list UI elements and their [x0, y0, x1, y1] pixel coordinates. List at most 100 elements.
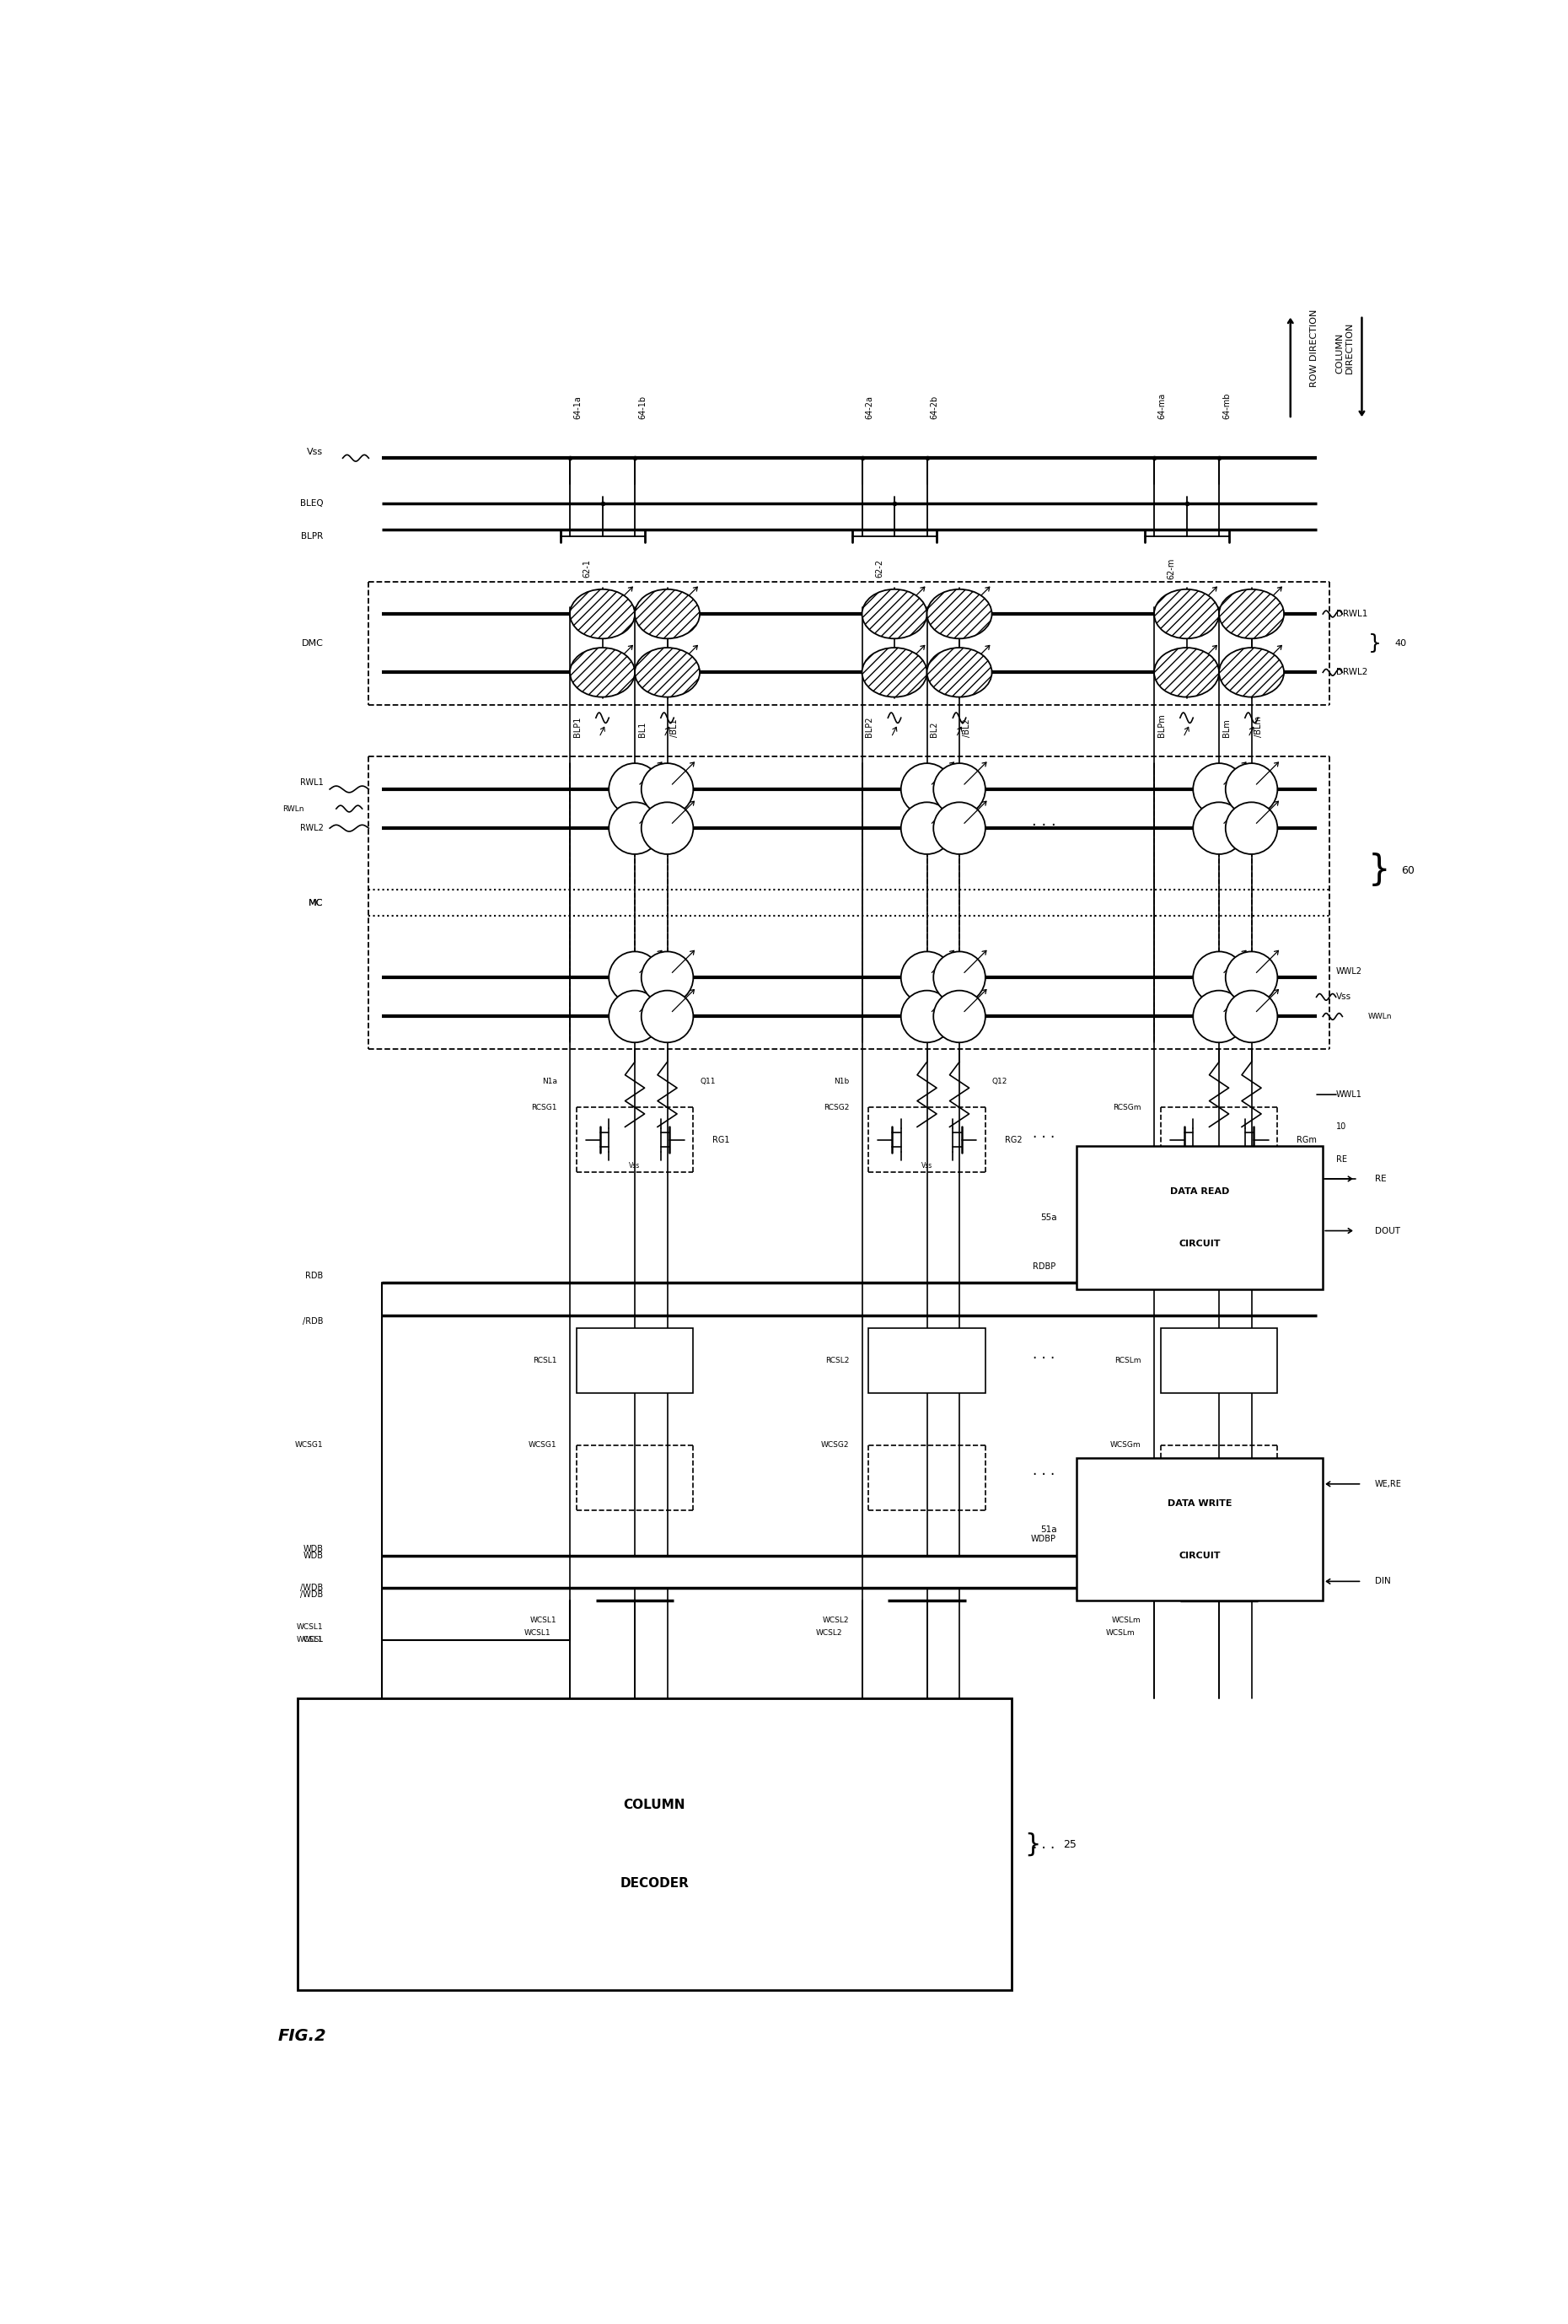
Circle shape — [608, 990, 660, 1043]
Text: MC: MC — [309, 899, 323, 906]
Ellipse shape — [635, 648, 699, 697]
Text: WCSL2: WCSL2 — [815, 1629, 842, 1636]
Circle shape — [1226, 990, 1278, 1043]
Text: RCSGm: RCSGm — [1113, 1104, 1142, 1111]
Ellipse shape — [1218, 648, 1284, 697]
Text: DRWL2: DRWL2 — [1336, 667, 1367, 676]
Text: /RDB: /RDB — [303, 1318, 323, 1327]
Text: . . .: . . . — [1033, 1125, 1055, 1141]
Text: /WDB: /WDB — [301, 1590, 323, 1599]
Text: MC: MC — [309, 899, 323, 906]
Ellipse shape — [569, 648, 635, 697]
Circle shape — [608, 762, 660, 816]
Text: 25: 25 — [1063, 1838, 1077, 1850]
Text: . . .: . . . — [1033, 1346, 1055, 1362]
Circle shape — [1226, 802, 1278, 855]
Text: Vss: Vss — [307, 449, 323, 456]
Circle shape — [641, 951, 693, 1004]
Text: N1a: N1a — [543, 1078, 557, 1085]
Ellipse shape — [1218, 590, 1284, 639]
Text: . . .: . . . — [1033, 1464, 1055, 1478]
Text: WDB: WDB — [303, 1550, 323, 1559]
Text: DRWL1: DRWL1 — [1336, 609, 1367, 618]
Text: RE: RE — [1336, 1155, 1347, 1164]
Text: RE: RE — [1375, 1174, 1386, 1183]
Text: 62-m: 62-m — [1167, 558, 1176, 579]
Circle shape — [933, 951, 985, 1004]
Text: DECODER: DECODER — [619, 1878, 688, 1889]
Text: 51a: 51a — [1040, 1525, 1057, 1534]
Text: RDBP: RDBP — [1032, 1262, 1055, 1271]
Text: WE,RE: WE,RE — [1375, 1480, 1402, 1487]
Text: BLm: BLm — [1223, 718, 1231, 737]
Text: RCSL2: RCSL2 — [825, 1357, 848, 1364]
Text: CIRCUIT: CIRCUIT — [1179, 1239, 1220, 1248]
Bar — [869, 1327, 985, 1392]
Text: . . .: . . . — [1033, 1836, 1055, 1852]
Circle shape — [1193, 990, 1245, 1043]
Text: RWLn: RWLn — [282, 804, 304, 813]
Text: }: } — [1024, 1831, 1041, 1857]
Text: WCSLm: WCSLm — [1105, 1629, 1135, 1636]
Text: RCSG2: RCSG2 — [823, 1104, 848, 1111]
Text: WCSL1: WCSL1 — [524, 1629, 550, 1636]
Ellipse shape — [862, 590, 927, 639]
Text: BLEQ: BLEQ — [299, 500, 323, 507]
Text: BL1: BL1 — [638, 723, 646, 737]
Text: WCSL1: WCSL1 — [296, 1636, 323, 1643]
Circle shape — [933, 762, 985, 816]
Text: 64-mb: 64-mb — [1223, 393, 1231, 418]
Text: DATA READ: DATA READ — [1170, 1188, 1229, 1197]
Text: WCSG2: WCSG2 — [820, 1441, 848, 1448]
Text: 64-2a: 64-2a — [866, 395, 873, 418]
Circle shape — [933, 990, 985, 1043]
Circle shape — [1193, 762, 1245, 816]
Text: Vss: Vss — [629, 1162, 640, 1169]
Text: WCSL2: WCSL2 — [823, 1618, 848, 1624]
Circle shape — [902, 951, 953, 1004]
Ellipse shape — [1154, 590, 1218, 639]
Text: BLPR: BLPR — [301, 532, 323, 539]
Text: 62-2: 62-2 — [875, 560, 883, 579]
Ellipse shape — [927, 648, 993, 697]
Text: RWL1: RWL1 — [299, 779, 323, 788]
Circle shape — [902, 762, 953, 816]
Text: WWL1: WWL1 — [1336, 1090, 1363, 1099]
Text: . . .: . . . — [1032, 813, 1055, 830]
Ellipse shape — [927, 590, 993, 639]
Text: N1b: N1b — [834, 1078, 848, 1085]
Text: 64-ma: 64-ma — [1157, 393, 1165, 418]
Text: WWLn: WWLn — [1369, 1013, 1392, 1020]
Text: WWL2: WWL2 — [1336, 967, 1363, 976]
Ellipse shape — [862, 648, 927, 697]
Ellipse shape — [1154, 648, 1218, 697]
Text: WCSL1: WCSL1 — [530, 1618, 557, 1624]
Text: Vss: Vss — [1336, 992, 1352, 1002]
Text: DMC: DMC — [301, 639, 323, 648]
Bar — [298, 1699, 1011, 1989]
Text: /BLm: /BLm — [1254, 716, 1264, 737]
Bar — [1160, 1327, 1278, 1392]
Text: /WDB: /WDB — [301, 1583, 323, 1592]
Text: WCSL1: WCSL1 — [296, 1622, 323, 1631]
Bar — [1076, 1146, 1323, 1290]
Text: /BL1: /BL1 — [671, 718, 679, 737]
Text: 40: 40 — [1394, 639, 1406, 648]
Text: RDB: RDB — [306, 1271, 323, 1281]
Circle shape — [608, 951, 660, 1004]
Text: Vss: Vss — [922, 1162, 933, 1169]
Circle shape — [641, 762, 693, 816]
Circle shape — [1226, 951, 1278, 1004]
Text: RGm: RGm — [1297, 1136, 1317, 1143]
Text: RCSLm: RCSLm — [1115, 1357, 1142, 1364]
Text: Vss: Vss — [1214, 1162, 1225, 1169]
Text: Q11: Q11 — [699, 1078, 715, 1085]
Text: WCSG1: WCSG1 — [528, 1441, 557, 1448]
Text: 60: 60 — [1400, 865, 1414, 876]
Text: 64-2b: 64-2b — [930, 395, 939, 418]
Circle shape — [1226, 762, 1278, 816]
Text: /BL2: /BL2 — [963, 718, 971, 737]
Text: RCSL1: RCSL1 — [533, 1357, 557, 1364]
Text: }: } — [1369, 632, 1381, 653]
Text: RG2: RG2 — [1005, 1136, 1022, 1143]
